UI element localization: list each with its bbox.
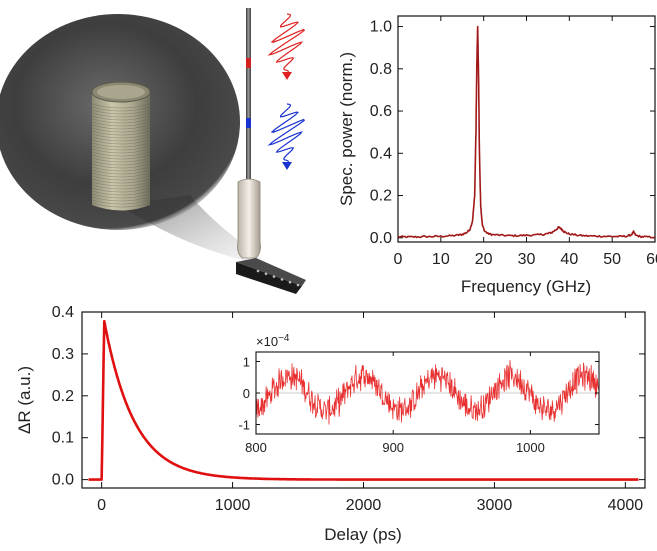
x-tick-label: 50	[603, 251, 621, 268]
y-tick-label: 1	[243, 354, 250, 369]
time-trace-chart: 0 1000 2000 3000 4000 0.0 0.1 0.2 0.3 0.4 Delay …	[15, 304, 646, 544]
blue-pulse-icon	[267, 103, 306, 167]
y-tick-label: 0.2	[370, 188, 392, 205]
trace-series-line	[87, 319, 640, 481]
y-tick-label: 0.6	[370, 103, 392, 120]
y-tick-label: -1	[238, 418, 250, 433]
trace-y-ticks: 0.0 0.1 0.2 0.3 0.4	[52, 304, 645, 489]
y-tick-label: 0.0	[370, 230, 392, 247]
y-tick-label: 0.4	[370, 145, 392, 162]
x-tick-label: 10	[432, 251, 450, 268]
fiber-ferrule	[237, 178, 261, 259]
blue-pulse-arrow	[282, 162, 292, 170]
x-tick-label: 1000	[516, 440, 545, 455]
x-tick-label: 40	[560, 251, 578, 268]
spectrum-x-ticks: 0 10 20 30 40 50 60	[394, 16, 657, 268]
fiber-probe-illustration	[236, 8, 306, 294]
inset-scale-label: ×10−4	[256, 333, 290, 349]
inset-x-ticks: 800 900 1000	[245, 352, 545, 455]
spectrum-x-axis-label: Frequency (GHz)	[461, 277, 591, 296]
spectrum-series-line	[398, 25, 655, 239]
x-tick-label: 3000	[477, 497, 513, 514]
x-tick-label: 800	[245, 440, 267, 455]
sample-chip-icon	[236, 258, 306, 294]
x-tick-label: 30	[518, 251, 536, 268]
spectrum-y-ticks: 0.0 0.2 0.4 0.6 0.8 1.0	[370, 19, 655, 247]
spectrum-y-axis-label: Spec. power (norm.)	[337, 52, 356, 206]
y-tick-label: 0.3	[52, 346, 74, 363]
trace-y-axis-label: ΔR (a.u.)	[15, 366, 34, 434]
y-tick-label: 0.4	[52, 304, 74, 321]
fiber-rod	[246, 8, 251, 186]
x-tick-label: 4000	[608, 497, 644, 514]
red-pulse-arrow	[282, 72, 292, 80]
y-tick-label: 1.0	[370, 19, 392, 36]
x-tick-label: 900	[382, 440, 404, 455]
trace-x-axis-label: Delay (ps)	[324, 525, 401, 544]
inset-chart: 800 900 1000 -1 0 1 ×10−4	[238, 333, 600, 455]
x-tick-label: 60	[646, 251, 657, 268]
y-tick-label: 0.2	[52, 388, 74, 405]
y-tick-label: 0.1	[52, 430, 74, 447]
spectrum-chart: 0 10 20 30 40 50 60 0.0 0.2 0.4 0.6 0.8 1.0 Frequen…	[337, 15, 657, 296]
inset-series-line	[256, 359, 599, 425]
spectrum-plot-frame	[397, 15, 656, 243]
micropillar-illustration	[0, 14, 262, 262]
y-tick-label: 0	[243, 386, 250, 401]
y-tick-label: 0.0	[52, 472, 74, 489]
x-tick-label: 0	[97, 497, 106, 514]
inset-scale-base: ×10	[256, 334, 278, 349]
x-tick-label: 20	[475, 251, 493, 268]
red-pulse-icon	[267, 13, 306, 77]
y-tick-label: 0.8	[370, 61, 392, 78]
x-tick-label: 1000	[215, 497, 251, 514]
x-tick-label: 0	[394, 251, 403, 268]
inset-y-ticks: -1 0 1	[238, 354, 599, 433]
x-tick-label: 2000	[346, 497, 382, 514]
inset-scale-exponent: −4	[278, 333, 290, 344]
micropillar-icon	[91, 81, 151, 211]
trace-x-ticks: 0 1000 2000 3000 4000	[97, 312, 643, 514]
